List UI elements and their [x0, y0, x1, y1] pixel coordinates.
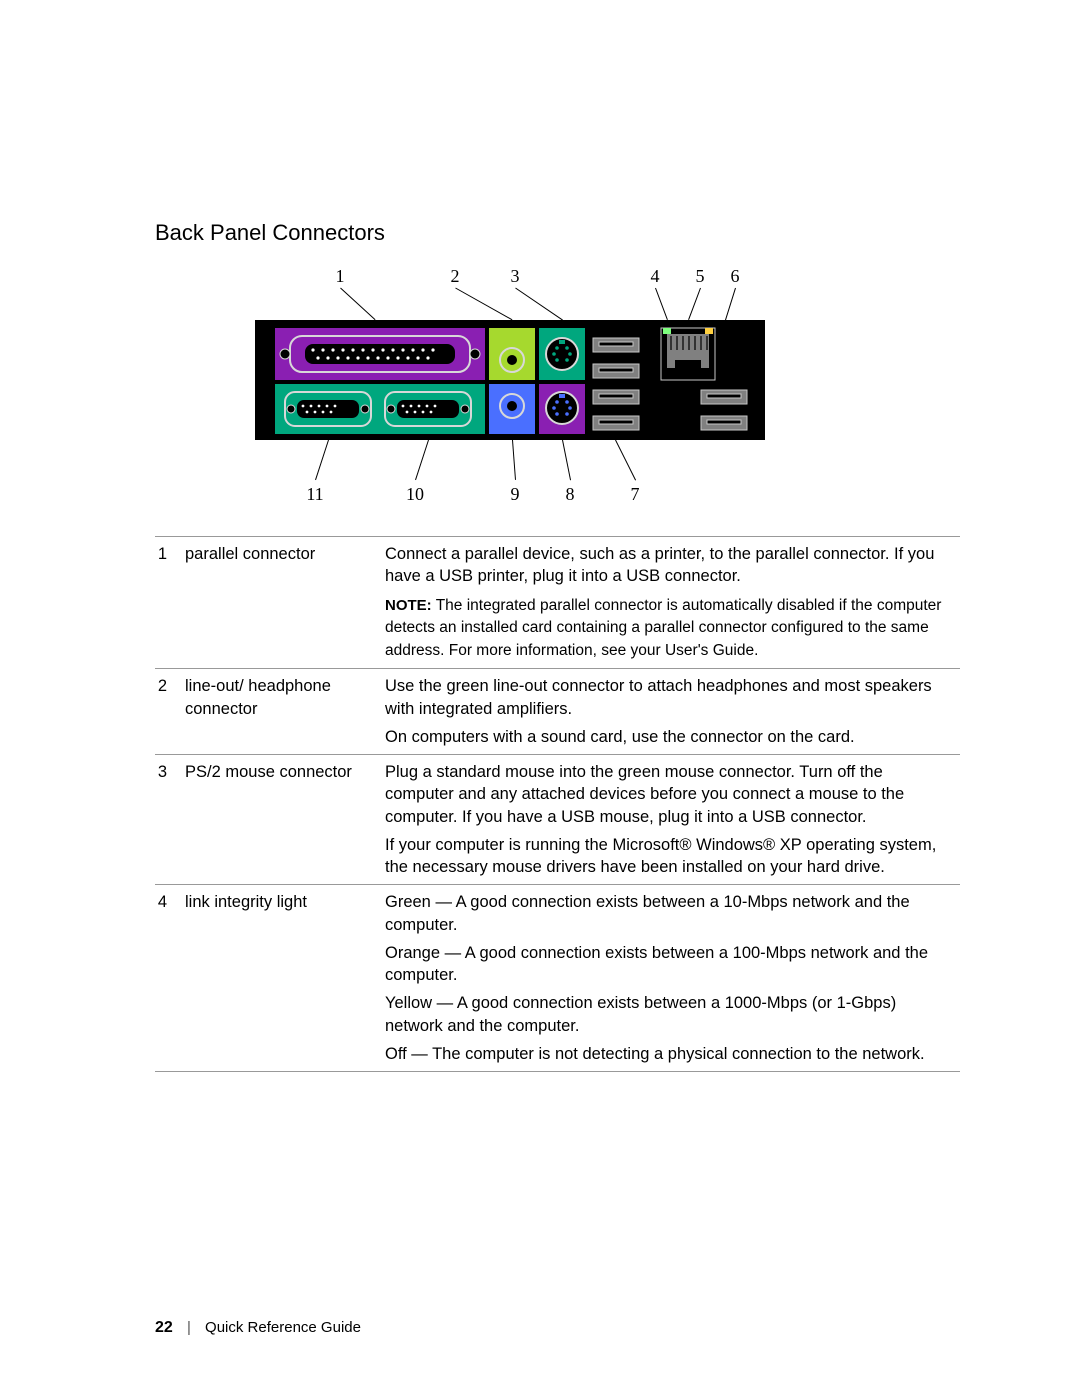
row-number: 2: [155, 669, 185, 755]
callout-label: 6: [731, 266, 740, 287]
callout-line: [688, 288, 701, 320]
diagram: 1 2 3 4 5 6: [255, 266, 960, 506]
row-name: link integrity light: [185, 885, 385, 1072]
bottom-callouts: 11 10 9 8 7: [255, 484, 960, 506]
row-desc: Plug a standard mouse into the green mou…: [385, 755, 960, 885]
callout-label: 10: [406, 484, 424, 505]
desc-para: Connect a parallel device, such as a pri…: [385, 543, 952, 588]
callout-line: [562, 440, 571, 480]
row-name: PS/2 mouse connector: [185, 755, 385, 885]
note-lead: NOTE:: [385, 597, 432, 614]
row-desc: Use the green line-out connector to atta…: [385, 669, 960, 755]
callout-label: 11: [306, 484, 323, 505]
desc-para: Green — A good connection exists between…: [385, 891, 952, 936]
callout-line: [725, 288, 736, 320]
bottom-lines: [255, 440, 960, 480]
back-panel-illustration: [255, 320, 765, 440]
connector-table: 1parallel connectorConnect a parallel de…: [155, 536, 960, 1072]
desc-para: Off — The computer is not detecting a ph…: [385, 1043, 952, 1065]
row-name: line-out/ headphone connector: [185, 669, 385, 755]
top-lines: [255, 288, 960, 320]
desc-para: On computers with a sound card, use the …: [385, 726, 952, 748]
desc-para: Orange — A good connection exists betwee…: [385, 942, 952, 987]
desc-para: NOTE: The integrated parallel connector …: [385, 594, 952, 663]
table-row: 2line-out/ headphone connectorUse the gr…: [155, 669, 960, 755]
desc-para: Use the green line-out connector to atta…: [385, 675, 952, 720]
desc-para: Yellow — A good connection exists betwee…: [385, 992, 952, 1037]
table-row: 3PS/2 mouse connectorPlug a standard mou…: [155, 755, 960, 885]
callout-label: 8: [566, 484, 575, 505]
page-footer: 22 | Quick Reference Guide: [155, 1319, 361, 1337]
row-desc: Connect a parallel device, such as a pri…: [385, 537, 960, 669]
callout-label: 4: [651, 266, 660, 287]
callout-line: [512, 440, 516, 480]
callout-line: [340, 288, 376, 321]
footer-sep: |: [187, 1319, 191, 1336]
row-number: 3: [155, 755, 185, 885]
callout-line: [515, 288, 563, 321]
callout-line: [455, 288, 512, 321]
callout-line: [655, 288, 668, 320]
top-callouts: 1 2 3 4 5 6: [255, 266, 960, 288]
desc-para: Plug a standard mouse into the green mou…: [385, 761, 952, 828]
table-row: 1parallel connectorConnect a parallel de…: [155, 537, 960, 669]
page-number: 22: [155, 1319, 173, 1336]
callout-line: [415, 440, 429, 480]
row-name: parallel connector: [185, 537, 385, 669]
row-number: 1: [155, 537, 185, 669]
table-row: 4link integrity lightGreen — A good conn…: [155, 885, 960, 1072]
callout-label: 2: [451, 266, 460, 287]
desc-para: If your computer is running the Microsof…: [385, 834, 952, 879]
callout-label: 9: [511, 484, 520, 505]
callout-label: 1: [336, 266, 345, 287]
row-number: 4: [155, 885, 185, 1072]
row-desc: Green — A good connection exists between…: [385, 885, 960, 1072]
section-title: Back Panel Connectors: [155, 220, 960, 246]
callout-label: 5: [696, 266, 705, 287]
note-text: The integrated parallel connector is aut…: [385, 597, 941, 660]
callout-line: [315, 440, 329, 480]
callout-label: 7: [631, 484, 640, 505]
callout-line: [615, 440, 636, 480]
footer-title: Quick Reference Guide: [205, 1319, 361, 1336]
callout-label: 3: [511, 266, 520, 287]
